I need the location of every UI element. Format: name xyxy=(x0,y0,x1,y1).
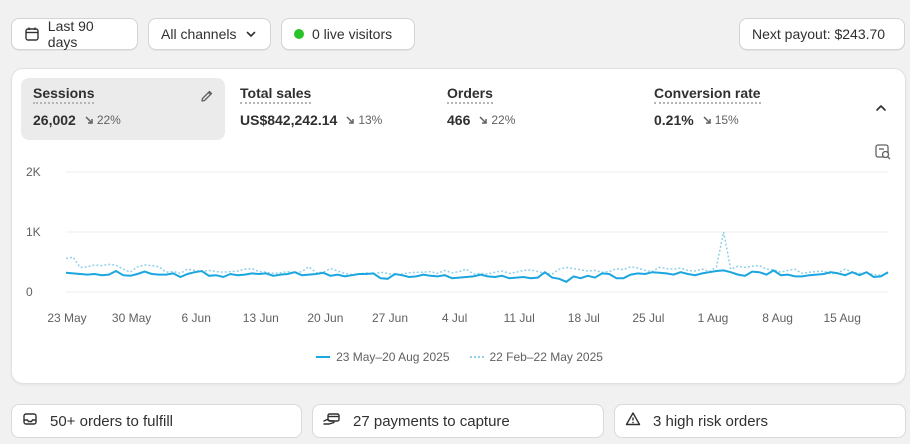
live-visitors-label: 0 live visitors xyxy=(312,26,393,42)
metric-total-sales[interactable]: Total sales US$842,242.14 13% xyxy=(228,78,428,140)
metric-orders[interactable]: Orders 466 22% xyxy=(435,78,635,140)
metric-sessions[interactable]: Sessions 26,002 22% xyxy=(21,78,225,140)
legend-item-current[interactable]: 23 May–20 Aug 2025 xyxy=(316,350,450,364)
next-payout-label: Next payout: $243.70 xyxy=(752,26,886,42)
arrow-down-right-icon xyxy=(479,116,488,124)
x-tick-label: 1 Aug xyxy=(698,311,729,325)
x-tick-label: 18 Jul xyxy=(568,311,600,325)
x-tick-label: 11 Jul xyxy=(504,311,535,325)
arrow-down-right-icon xyxy=(703,116,711,124)
task-label: 50+ orders to fulfill xyxy=(50,412,173,430)
task-label: 27 payments to capture xyxy=(353,412,510,430)
metric-delta: 22% xyxy=(84,113,121,127)
metric-value: 26,002 xyxy=(33,112,76,128)
y-tick-label: 0 xyxy=(26,285,33,299)
metric-label: Sessions xyxy=(33,85,95,104)
x-tick-label: 15 Aug xyxy=(824,311,861,325)
live-visitors-button[interactable]: 0 live visitors xyxy=(281,18,415,50)
metric-conversion-rate[interactable]: Conversion rate 0.21% 15% xyxy=(642,78,842,140)
metric-delta-value: 22% xyxy=(491,113,516,127)
x-tick-label: 8 Aug xyxy=(762,311,793,325)
arrow-down-right-icon xyxy=(346,116,355,124)
x-tick-label: 6 Jun xyxy=(182,311,211,325)
series-line-previous xyxy=(65,231,889,276)
x-tick-label: 30 May xyxy=(112,311,151,325)
chart-search-icon[interactable] xyxy=(874,143,892,166)
arrow-down-right-icon xyxy=(85,116,93,124)
analytics-card: Sessions 26,002 22% Total sales US$842,2… xyxy=(11,68,906,384)
y-tick-label: 1K xyxy=(26,225,41,239)
x-axis: 23 May 30 May 6 Jun 13 Jun 20 Jun 27 Jun 4 Jul… xyxy=(47,311,861,325)
channels-dropdown[interactable]: All channels xyxy=(148,18,271,50)
metric-label: Conversion rate xyxy=(654,85,761,104)
x-tick-label: 20 Jun xyxy=(307,311,343,325)
chevron-down-icon xyxy=(245,28,257,40)
inbox-icon xyxy=(22,411,50,431)
metric-delta-value: 22% xyxy=(96,113,121,127)
legend-item-previous[interactable]: 22 Feb–22 May 2025 xyxy=(469,350,603,364)
task-orders-to-fulfill[interactable]: 50+ orders to fulfill xyxy=(11,404,302,438)
legend-swatch xyxy=(316,356,331,358)
x-tick-label: 25 Jul xyxy=(632,311,664,325)
x-tick-label: 23 May xyxy=(47,311,86,325)
task-label: 3 high risk orders xyxy=(653,412,769,430)
next-payout-button[interactable]: Next payout: $243.70 xyxy=(739,18,905,50)
metric-value: 466 xyxy=(447,112,471,128)
y-tick-label: 2K xyxy=(26,165,41,179)
payment-icon xyxy=(323,411,353,431)
date-range-button[interactable]: Last 90 days xyxy=(11,18,138,50)
date-range-label: Last 90 days xyxy=(47,18,94,50)
chevron-up-icon[interactable] xyxy=(874,101,888,120)
metric-value: US$842,242.14 xyxy=(240,112,338,128)
legend-label: 23 May–20 Aug 2025 xyxy=(336,350,450,364)
live-status-dot xyxy=(294,29,304,39)
metric-label: Orders xyxy=(447,85,493,104)
metric-value: 0.21% xyxy=(654,112,694,128)
calendar-icon xyxy=(24,26,40,42)
task-payments-to-capture[interactable]: 27 payments to capture xyxy=(312,404,604,438)
channels-label: All channels xyxy=(161,26,237,42)
metric-delta-value: 15% xyxy=(714,113,739,127)
edit-pencil-icon[interactable] xyxy=(199,88,215,109)
metric-delta: 15% xyxy=(702,113,739,127)
series-line-current xyxy=(65,269,889,283)
sessions-line-chart: 2K 1K 0 23 May 30 May 6 Jun 13 Jun 20 Jun 27 Ju… xyxy=(26,165,889,325)
metric-label: Total sales xyxy=(240,85,312,104)
chart-legend: 23 May–20 Aug 2025 22 Feb–22 May 2025 xyxy=(12,350,907,364)
legend-swatch xyxy=(469,356,484,358)
legend-label: 22 Feb–22 May 2025 xyxy=(489,350,603,364)
alert-triangle-icon xyxy=(625,411,653,431)
x-tick-label: 27 Jun xyxy=(372,311,408,325)
metric-delta: 22% xyxy=(478,113,515,127)
metric-delta: 13% xyxy=(345,113,382,127)
task-high-risk-orders[interactable]: 3 high risk orders xyxy=(614,404,906,438)
y-axis: 2K 1K 0 xyxy=(26,165,41,299)
x-tick-label: 4 Jul xyxy=(442,311,467,325)
chart-grid xyxy=(66,171,888,293)
x-tick-label: 13 Jun xyxy=(243,311,279,325)
metric-delta-value: 13% xyxy=(358,113,383,127)
